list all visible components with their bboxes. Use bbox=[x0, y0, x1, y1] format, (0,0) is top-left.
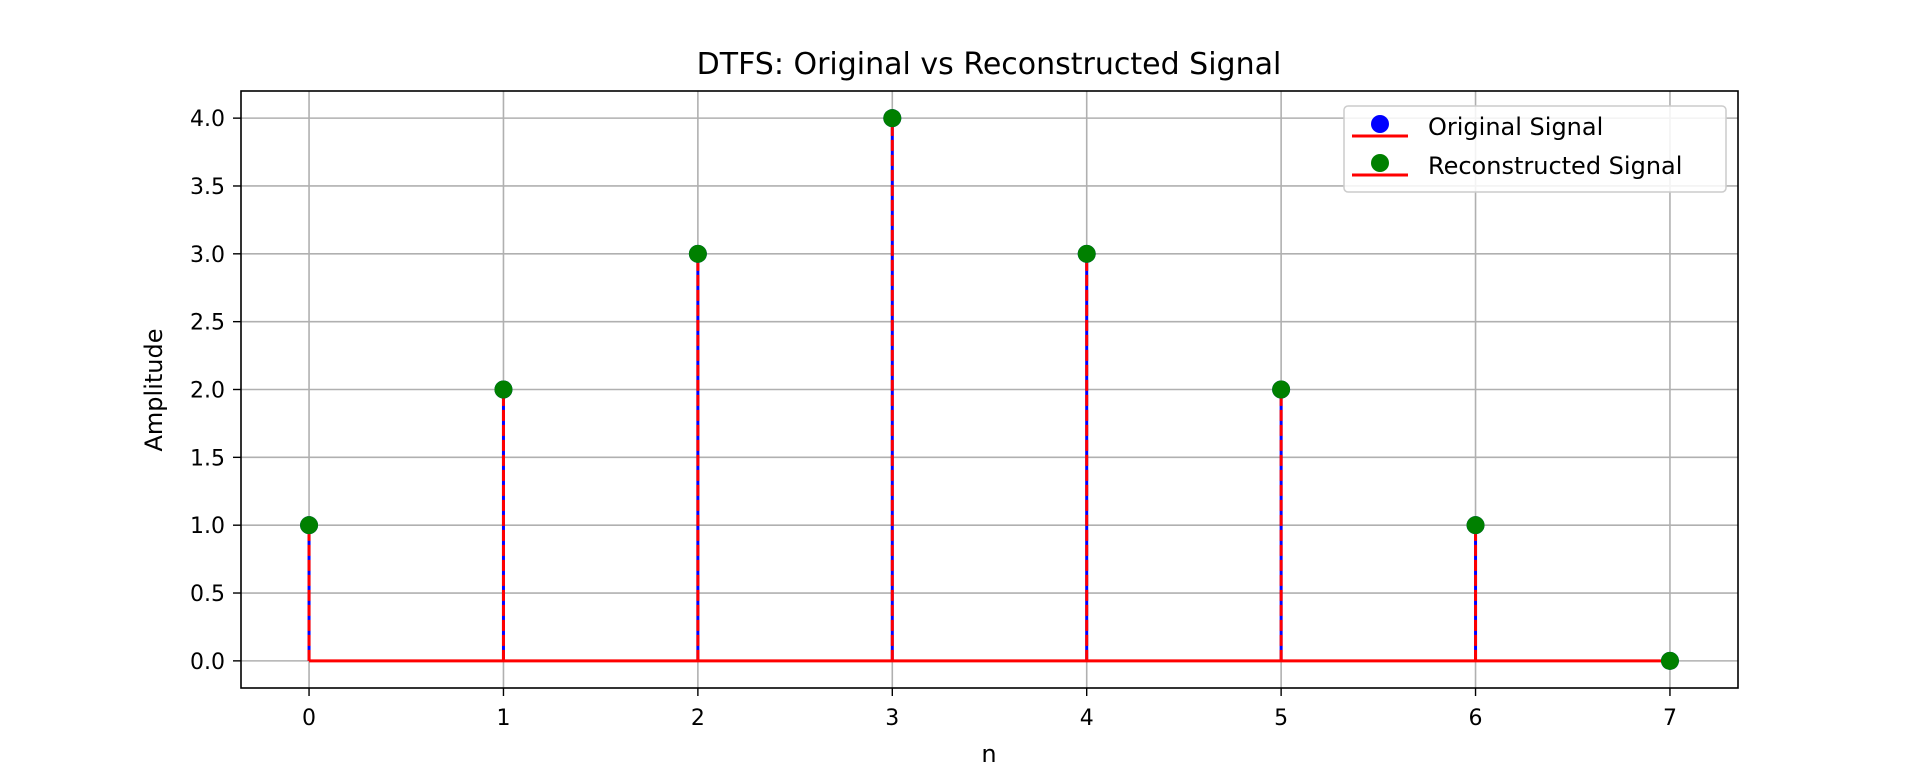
legend-reconstructed-label: Reconstructed Signal bbox=[1428, 152, 1682, 180]
y-tick-label: 4.0 bbox=[190, 107, 225, 132]
y-tick-label: 3.0 bbox=[190, 243, 225, 268]
x-tick-label: 5 bbox=[1274, 706, 1288, 731]
chart-title: DTFS: Original vs Reconstructed Signal bbox=[697, 47, 1282, 82]
y-tick-label: 2.0 bbox=[190, 379, 225, 404]
legend-entry-original: Original Signal bbox=[1352, 113, 1603, 141]
reconstructed-marker bbox=[1272, 380, 1291, 399]
legend-original-label: Original Signal bbox=[1428, 113, 1603, 141]
reconstructed-marker bbox=[1466, 516, 1485, 535]
legend-box bbox=[1343, 105, 1727, 193]
y-tick-label: 2.5 bbox=[190, 311, 225, 336]
x-tick-label: 6 bbox=[1469, 706, 1483, 731]
ticks: 0 1 2 3 4 5 6 7 0.0 0.5 1.0 1.5 2.0 2.5 3.0 3.5 4.0 bbox=[190, 107, 1677, 731]
legend-entry-reconstructed: Reconstructed Signal bbox=[1352, 152, 1682, 180]
y-tick-label: 1.0 bbox=[190, 514, 225, 539]
x-tick-label: 2 bbox=[691, 706, 705, 731]
legend-reconstructed-marker bbox=[1371, 154, 1389, 172]
x-axis-label: n bbox=[981, 740, 996, 768]
y-tick-label: 3.5 bbox=[190, 175, 225, 200]
stems bbox=[307, 118, 1670, 663]
legend: Original Signal Reconstructed Signal bbox=[1343, 105, 1727, 193]
reconstructed-marker bbox=[1660, 651, 1679, 670]
x-tick-label: 4 bbox=[1080, 706, 1094, 731]
x-tick-label: 1 bbox=[496, 706, 510, 731]
y-tick-label: 0.0 bbox=[190, 650, 225, 675]
y-tick-label: 0.5 bbox=[190, 582, 225, 607]
y-tick-label: 1.5 bbox=[190, 446, 225, 471]
x-tick-label: 3 bbox=[885, 706, 899, 731]
legend-original-marker bbox=[1371, 115, 1389, 133]
reconstructed-marker bbox=[300, 516, 319, 535]
reconstructed-marker bbox=[494, 380, 513, 399]
markers bbox=[300, 109, 1679, 670]
reconstructed-marker bbox=[883, 109, 902, 128]
x-tick-label: 7 bbox=[1663, 706, 1677, 731]
reconstructed-marker bbox=[688, 244, 707, 263]
x-tick-label: 0 bbox=[302, 706, 316, 731]
y-axis-label: Amplitude bbox=[140, 329, 168, 452]
reconstructed-marker bbox=[1077, 244, 1096, 263]
